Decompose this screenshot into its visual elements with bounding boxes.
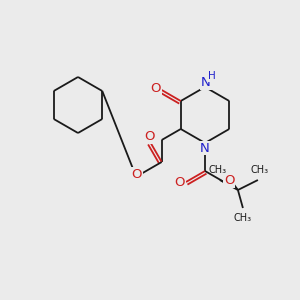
Text: H: H (208, 71, 216, 81)
Text: O: O (150, 82, 161, 95)
Text: O: O (131, 167, 142, 181)
Text: N: N (200, 142, 210, 154)
Text: CH₃: CH₃ (251, 165, 269, 175)
Text: O: O (224, 175, 234, 188)
Text: N: N (201, 76, 211, 89)
Text: CH₃: CH₃ (209, 165, 227, 175)
Text: O: O (144, 130, 155, 143)
Text: O: O (175, 176, 185, 188)
Text: CH₃: CH₃ (234, 213, 252, 223)
